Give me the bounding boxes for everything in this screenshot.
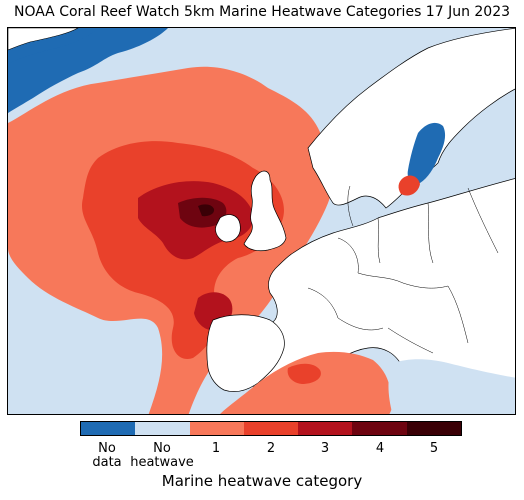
legend-label-cat5: 5 — [429, 441, 439, 456]
baltic-sea — [407, 122, 446, 184]
legend-label-no-data: No data — [92, 441, 122, 470]
legend-title: Marine heatwave category — [161, 472, 363, 490]
legend-label-cat4: 4 — [375, 441, 385, 456]
country-borders — [307, 185, 499, 354]
legend-swatch-no-heatwave — [135, 422, 190, 435]
ireland-land — [215, 214, 241, 243]
legend-label-cat1: 1 — [211, 441, 221, 456]
legend-label-cat3: 3 — [320, 441, 330, 456]
legend-swatch-cat4 — [352, 422, 407, 435]
map-svg — [8, 28, 515, 414]
heatwave-cat5-spot — [198, 204, 215, 217]
great-britain-land — [243, 170, 287, 252]
map-title: NOAA Coral Reef Watch 5km Marine Heatwav… — [13, 4, 511, 20]
baltic-heat-patch — [398, 175, 420, 196]
mediterranean-cat2-patch — [287, 363, 321, 384]
legend-swatch-cat5 — [406, 422, 461, 435]
legend-swatch-cat3 — [298, 422, 353, 435]
east-mediterranean-no-heatwave — [388, 359, 515, 414]
legend-swatch-cat2 — [243, 422, 299, 435]
legend-swatch-cat1 — [189, 422, 244, 435]
legend-swatch-no-data — [81, 422, 136, 435]
legend-label-no-heatwave: No heatwave — [130, 441, 194, 470]
legend-label-cat2: 2 — [266, 441, 276, 456]
legend-colorbar — [80, 421, 462, 436]
scandinavia-land — [307, 28, 515, 209]
heatwave-map[interactable] — [7, 27, 516, 415]
iceland-land — [8, 28, 79, 51]
